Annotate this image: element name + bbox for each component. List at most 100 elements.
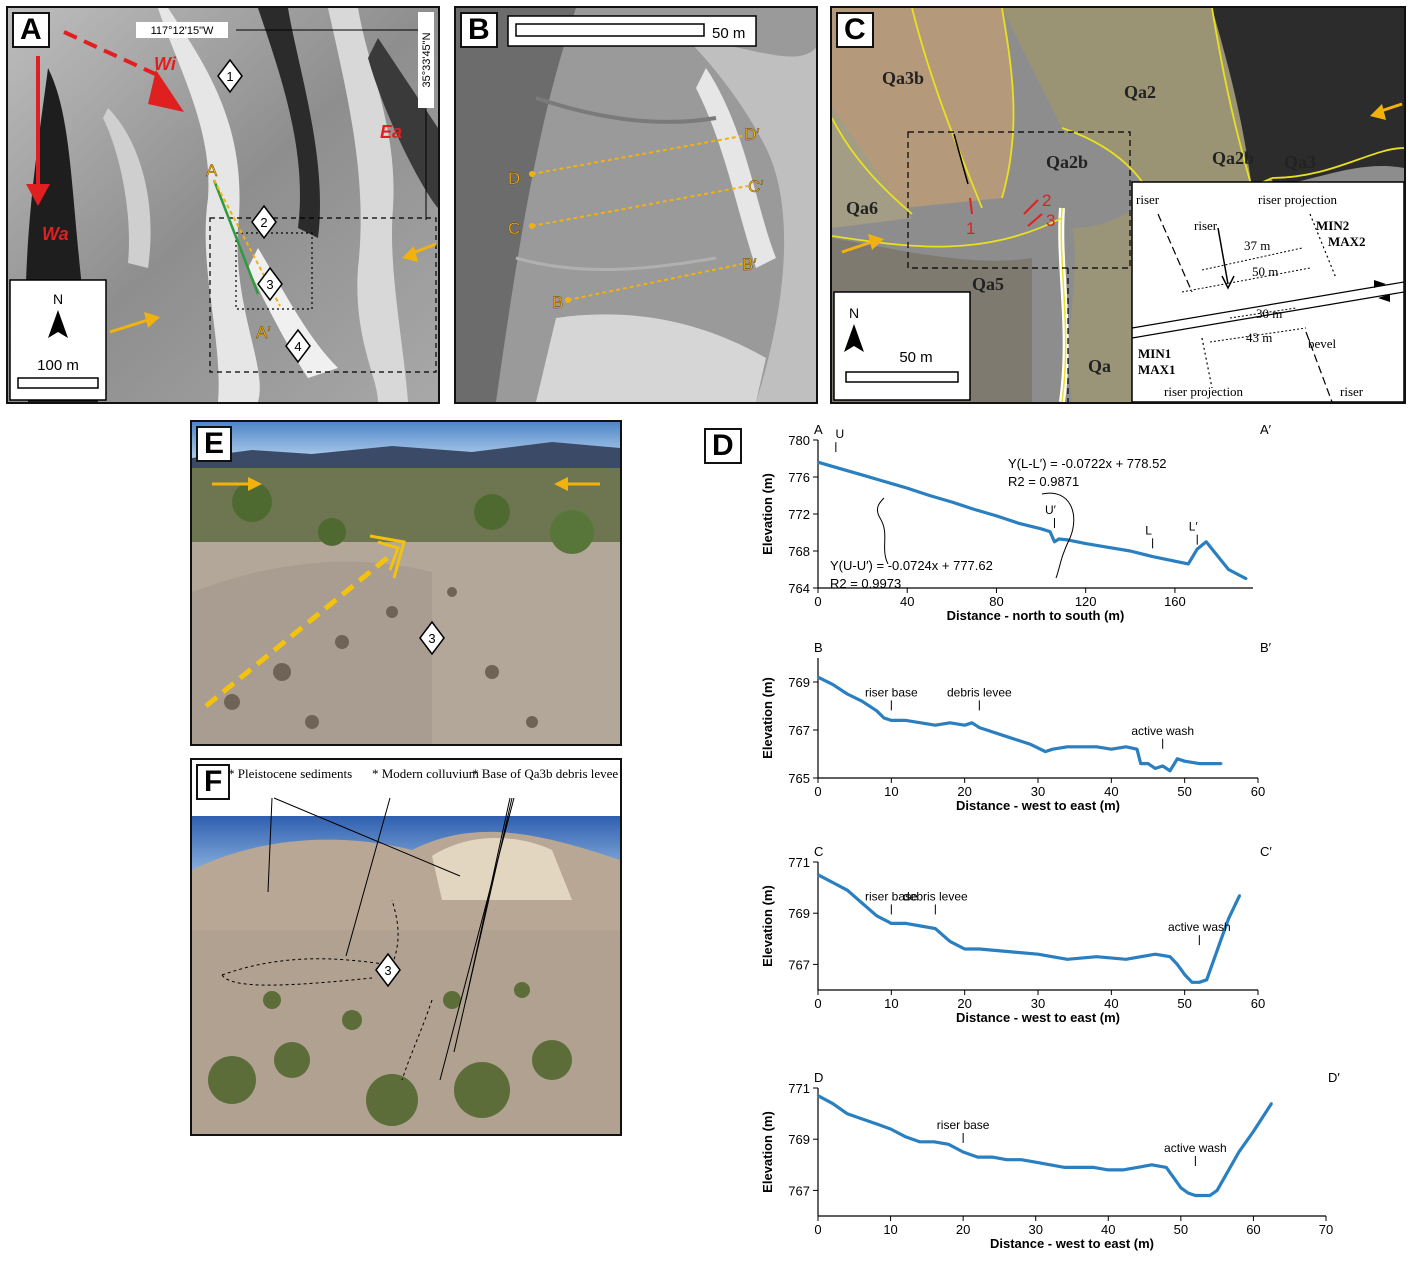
data-point (1095, 955, 1098, 958)
svg-text:4: 4 (294, 339, 301, 354)
data-point (861, 473, 864, 477)
y-tick-label: 768 (788, 544, 810, 559)
x-tick-label: 50 (1174, 1222, 1188, 1237)
data-point (875, 709, 878, 712)
profile-end-label: C′ (1260, 844, 1272, 859)
x-tick-label: 10 (884, 784, 898, 799)
x-tick-label: 0 (814, 996, 821, 1011)
data-point (1198, 762, 1201, 765)
panel-a-hillshade-map: 1 2 3 4 A A′ Wi Ea Wa 117°12'15"W 35°33'… (6, 6, 440, 404)
annotation-label: active wash (1131, 724, 1194, 738)
profile-a-label: A (206, 161, 218, 180)
profile-chart-a-a-prime: 0 40 80 120 160 764 768 772 776 780 Distance - nor… (760, 422, 1272, 623)
data-point (978, 726, 981, 729)
profile-c-label: C (508, 219, 520, 238)
data-point (1095, 745, 1098, 748)
equation-lower: Y(U-U′) = -0.0724x + 777.62 (830, 558, 993, 573)
x-axis-label: Distance - west to east (m) (956, 1010, 1120, 1025)
x-tick-label: 160 (1164, 594, 1186, 609)
data-point (950, 500, 954, 504)
scale-label-c: 50 m (899, 349, 932, 366)
data-point (1204, 540, 1208, 543)
x-tick-label: 0 (814, 594, 821, 609)
profile-d-label: D (508, 169, 520, 188)
leader-line (877, 497, 889, 565)
x-tick-label: 40 (900, 594, 914, 609)
data-point (963, 947, 966, 951)
data-point (1190, 981, 1194, 984)
x-tick-label: 70 (1319, 1222, 1333, 1237)
data-point (1196, 547, 1199, 551)
data-point (1107, 1168, 1110, 1172)
profile-chart-c-c-prime: 0 10 20 30 40 50 60 767 769 771 Distance - west to… (760, 844, 1272, 1025)
unit-label-qa6: Qa6 (846, 198, 878, 218)
site-marker-4: 4 (285, 328, 311, 364)
data-point (934, 724, 937, 727)
profile-c-prime-label: C′ (748, 177, 763, 196)
x-tick-label: 30 (1028, 1222, 1042, 1237)
y-axis-label: Elevation (m) (760, 677, 775, 759)
data-point (1238, 894, 1241, 897)
data-point (978, 947, 981, 951)
inset-bevel: bevel (1308, 336, 1337, 351)
data-point (1227, 917, 1230, 920)
data-point (1245, 577, 1248, 580)
panel-label-f: F (196, 764, 231, 800)
data-point (1176, 963, 1179, 966)
data-point (904, 719, 908, 722)
data-point (928, 494, 931, 497)
x-tick-label: 10 (883, 1222, 897, 1237)
annotation-label: U (836, 427, 845, 441)
panel-e-field-photo: 3 E (190, 420, 622, 746)
profile-d-prime-label: D′ (744, 125, 759, 144)
data-point (985, 728, 988, 732)
panel-c-map-image: 1 2 3 Qa3b Qa2 Qa2b Qa2b Qa3 Qa6 Qa5 Qa … (832, 8, 1404, 402)
y-tick-label: 769 (788, 1132, 810, 1147)
profile-chart-b-b-prime: 0 10 20 30 40 50 60 765 767 769 Distance - west to… (760, 640, 1272, 813)
data-point (889, 1127, 892, 1131)
data-point (1154, 767, 1157, 770)
y-tick-label: 767 (788, 1183, 810, 1198)
data-point (963, 724, 966, 727)
data-point (1136, 1166, 1139, 1169)
data-point (890, 719, 893, 722)
data-point (1168, 769, 1172, 772)
data-point (1121, 1168, 1124, 1172)
data-point (1146, 762, 1150, 765)
data-point (883, 480, 887, 483)
data-point (961, 1150, 965, 1154)
data-point (1161, 764, 1164, 768)
inset-min1: MIN1 (1138, 346, 1171, 361)
profile-b-prime-label: B′ (742, 255, 757, 274)
data-point (1007, 950, 1010, 953)
data-point (1005, 1158, 1008, 1161)
data-point (846, 888, 849, 892)
x-axis-label: Distance - north to south (m) (947, 608, 1125, 623)
data-point (1014, 738, 1018, 741)
svg-text:3: 3 (384, 963, 391, 978)
inset-max1: MAX1 (1138, 362, 1176, 377)
unit-label-qa5: Qa5 (972, 274, 1004, 294)
r2-upper: R2 = 0.9871 (1008, 474, 1079, 489)
x-tick-label: 60 (1251, 784, 1265, 799)
y-tick-label: 772 (788, 507, 810, 522)
data-point (970, 721, 974, 724)
fault-label-ea: Ea (380, 122, 402, 142)
profile-chart-d-d-prime: 0 10 20 30 40 50 60 70 767 769 771 Distance - west … (760, 1070, 1340, 1251)
data-point (816, 461, 820, 464)
panel-f-photo-image: * Pleistocene sediments * Modern colluvi… (192, 760, 620, 1134)
data-point (1000, 733, 1003, 736)
data-point (874, 1122, 878, 1126)
profile-line-series (817, 460, 1248, 581)
data-point (860, 901, 864, 905)
scale-bar-b (515, 23, 705, 37)
y-tick-label: 776 (788, 470, 810, 485)
data-point (1194, 1194, 1197, 1197)
inset-max2: MAX2 (1328, 234, 1366, 249)
point-3-label: 3 (1046, 211, 1055, 230)
profile-start-label: A (814, 422, 823, 437)
data-point (1051, 748, 1054, 751)
data-point (1084, 542, 1087, 545)
data-point (1223, 1176, 1226, 1179)
data-point (1053, 540, 1056, 543)
